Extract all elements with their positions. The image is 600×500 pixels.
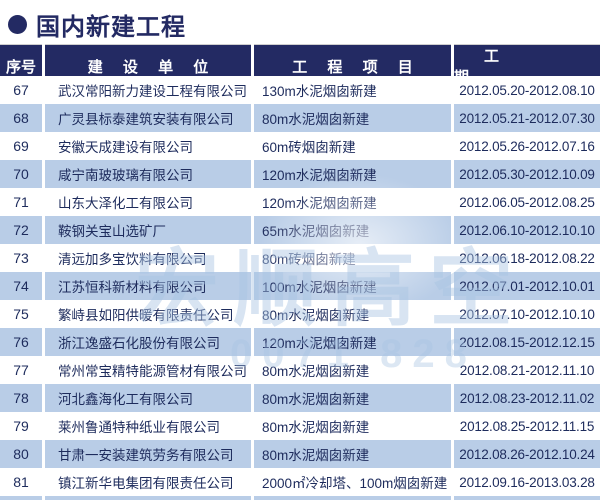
table-row: 72 鞍钢关宝山选矿厂 65m水泥烟囱新建 2012.06.10-2012.10…: [0, 216, 600, 244]
row-seq: 78: [0, 384, 42, 412]
table-row: 67 武汉常阳新力建设工程有限公司 130m水泥烟囱新建 2012.05.20-…: [0, 76, 600, 104]
row-dates: 2012.08.15-2012.12.15: [454, 328, 600, 356]
row-dates: 2012.06.10-2012.10.10: [454, 216, 600, 244]
page-title: 国内新建工程: [36, 13, 186, 41]
table-body: 67 武汉常阳新力建设工程有限公司 130m水泥烟囱新建 2012.05.20-…: [0, 76, 600, 496]
row-company: 甘肃一安装建筑劳务有限公司: [45, 440, 251, 468]
row-project: 80m水泥烟囱新建: [254, 384, 451, 412]
row-company: 河北鑫海化工有限公司: [45, 384, 251, 412]
row-seq: 70: [0, 160, 42, 188]
row-seq: 67: [0, 76, 42, 104]
row-company: 安徽天成建设有限公司: [45, 132, 251, 160]
row-company: 鞍钢关宝山选矿厂: [45, 216, 251, 244]
row-dates: 2012.06.18-2012.08.22: [454, 244, 600, 272]
row-company: 清远加多宝饮料有限公司: [45, 244, 251, 272]
row-company: 镇江新华电集团有限责任公司: [45, 468, 251, 496]
row-dates: 2012.08.21-2012.11.10: [454, 356, 600, 384]
row-project: 80m水泥烟囱新建: [254, 356, 451, 384]
row-dates: 2012.07.01-2012.10.01: [454, 272, 600, 300]
row-seq: 79: [0, 412, 42, 440]
row-company: 繁峙县如阳供暖有限责任公司: [45, 300, 251, 328]
row-project: 80m水泥烟囱新建: [254, 440, 451, 468]
row-seq: 80: [0, 440, 42, 468]
table-row: 79 莱州鲁通特种纸业有限公司 80m水泥烟囱新建 2012.08.25-201…: [0, 412, 600, 440]
table-row: 73 清远加多宝饮料有限公司 80m砖烟囱新建 2012.06.18-2012.…: [0, 244, 600, 272]
row-project: 80m砖烟囱新建: [254, 244, 451, 272]
table-row: 78 河北鑫海化工有限公司 80m水泥烟囱新建 2012.08.23-2012.…: [0, 384, 600, 412]
row-seq: 74: [0, 272, 42, 300]
table-row: 80 甘肃一安装建筑劳务有限公司 80m水泥烟囱新建 2012.08.26-20…: [0, 440, 600, 468]
table-row: 74 江苏恒科新材料有限公司 100m水泥烟囱新建 2012.07.01-201…: [0, 272, 600, 300]
table-row: 70 咸宁南玻玻璃有限公司 120m水泥烟囱新建 2012.05.30-2012…: [0, 160, 600, 188]
row-project: 120m水泥烟囱新建: [254, 188, 451, 216]
table-row: 69 安徽天成建设有限公司 60m砖烟囱新建 2012.05.26-2012.0…: [0, 132, 600, 160]
table-row: 81 镇江新华电集团有限责任公司 2000㎡冷却塔、100m烟囱新建 2012.…: [0, 468, 600, 496]
row-seq: 71: [0, 188, 42, 216]
row-company: 浙江逸盛石化股份有限公司: [45, 328, 251, 356]
row-dates: 2012.08.25-2012.11.15: [454, 412, 600, 440]
row-project: 130m水泥烟囱新建: [254, 76, 451, 104]
row-project: 120m水泥烟囱新建: [254, 160, 451, 188]
row-seq: 76: [0, 328, 42, 356]
row-seq: 72: [0, 216, 42, 244]
partial-next-row: [0, 496, 600, 500]
row-dates: 2012.05.26-2012.07.16: [454, 132, 600, 160]
row-project: 80m水泥烟囱新建: [254, 412, 451, 440]
row-seq: 69: [0, 132, 42, 160]
row-project: 60m砖烟囱新建: [254, 132, 451, 160]
row-seq: 73: [0, 244, 42, 272]
row-dates: 2012.08.26-2012.10.24: [454, 440, 600, 468]
row-dates: 2012.08.23-2012.11.02: [454, 384, 600, 412]
row-dates: 2012.05.30-2012.10.09: [454, 160, 600, 188]
row-seq: 68: [0, 104, 42, 132]
row-seq: 75: [0, 300, 42, 328]
row-company: 咸宁南玻玻璃有限公司: [45, 160, 251, 188]
row-seq: 77: [0, 356, 42, 384]
row-company: 常州常宝精特能源管材有限公司: [45, 356, 251, 384]
row-project: 80m水泥烟囱新建: [254, 300, 451, 328]
row-dates: 2012.05.20-2012.08.10: [454, 76, 600, 104]
table-row: 76 浙江逸盛石化股份有限公司 120m水泥烟囱新建 2012.08.15-20…: [0, 328, 600, 356]
row-project: 80m水泥烟囱新建: [254, 104, 451, 132]
row-dates: 2012.05.21-2012.07.30: [454, 104, 600, 132]
page-header: 国内新建工程: [0, 0, 600, 44]
row-seq: 81: [0, 468, 42, 496]
projects-table: 序号 建 设 单 位 工 程 项 目 工 期 67 武汉常阳新力建设工程有限公司…: [0, 44, 600, 500]
row-dates: 2012.07.10-2012.10.10: [454, 300, 600, 328]
row-project: 100m水泥烟囱新建: [254, 272, 451, 300]
table-row: 75 繁峙县如阳供暖有限责任公司 80m水泥烟囱新建 2012.07.10-20…: [0, 300, 600, 328]
bullet-icon: [8, 14, 27, 34]
row-project: 120m水泥烟囱新建: [254, 328, 451, 356]
row-dates: 2012.09.16-2013.03.28: [454, 468, 600, 496]
table-row: 77 常州常宝精特能源管材有限公司 80m水泥烟囱新建 2012.08.21-2…: [0, 356, 600, 384]
table-header-row: 序号 建 设 单 位 工 程 项 目 工 期: [0, 44, 600, 87]
row-company: 江苏恒科新材料有限公司: [45, 272, 251, 300]
table-row: 71 山东大泽化工有限公司 120m水泥烟囱新建 2012.06.05-2012…: [0, 188, 600, 216]
row-dates: 2012.06.05-2012.08.25: [454, 188, 600, 216]
row-project: 65m水泥烟囱新建: [254, 216, 451, 244]
row-company: 武汉常阳新力建设工程有限公司: [45, 76, 251, 104]
row-company: 广灵县标泰建筑安装有限公司: [45, 104, 251, 132]
table-row: 68 广灵县标泰建筑安装有限公司 80m水泥烟囱新建 2012.05.21-20…: [0, 104, 600, 132]
row-company: 山东大泽化工有限公司: [45, 188, 251, 216]
row-project: 2000㎡冷却塔、100m烟囱新建: [254, 468, 451, 496]
row-company: 莱州鲁通特种纸业有限公司: [45, 412, 251, 440]
